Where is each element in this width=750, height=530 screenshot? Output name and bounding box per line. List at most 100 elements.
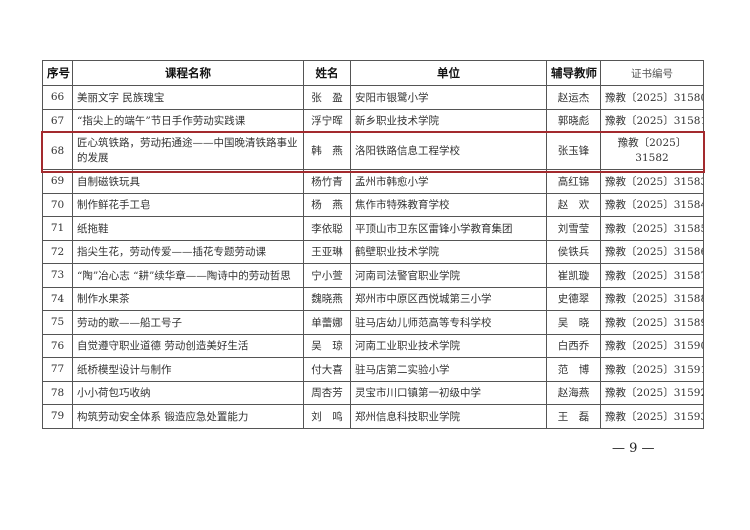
cell-no: 72 bbox=[42, 239, 73, 264]
cell-cert: 豫教〔2025〕31583 bbox=[600, 169, 704, 194]
cell-unit: 新乡职业技术学院 bbox=[350, 108, 547, 133]
header-course: 课程名称 bbox=[72, 60, 304, 86]
cell-course: 自制磁铁玩具 bbox=[72, 169, 304, 194]
table-row: 77 纸桥模型设计与制作 付大喜 驻马店第二实验小学范 博豫教〔2025〕31591 bbox=[42, 357, 704, 382]
cell-no: 79 bbox=[42, 404, 73, 429]
cell-course: 制作水果茶 bbox=[72, 286, 304, 311]
cell-name: 付大喜 bbox=[303, 357, 351, 382]
cell-tutor: 吴 晓 bbox=[546, 310, 601, 335]
cell-tutor: 范 博 bbox=[546, 357, 601, 382]
cell-course: 指尖生花，劳动传爱——插花专题劳动课 bbox=[72, 239, 304, 264]
cell-unit: 郑州信息科技职业学院 bbox=[350, 404, 547, 429]
cell-unit: 驻马店幼儿师范高等专科学校 bbox=[350, 310, 547, 335]
cell-cert: 豫教〔2025〕31588 bbox=[600, 286, 704, 311]
cell-no: 75 bbox=[42, 310, 73, 335]
table-row: 73 “陶”冶心志 “耕”续华章——陶诗中的劳动哲思 宁小萱 河南司法警官职业学院 崔凯… bbox=[42, 263, 704, 288]
cell-cert: 豫教〔2025〕31592 bbox=[600, 380, 704, 405]
page-number: — 9 — bbox=[612, 441, 655, 456]
cell-cert: 豫教〔2025〕31591 bbox=[600, 357, 704, 382]
cell-cert: 豫教〔2025〕31581 bbox=[600, 108, 704, 133]
cell-no: 70 bbox=[42, 192, 73, 217]
cell-unit: 灵宝市川口镇第一初级中学 bbox=[350, 380, 547, 405]
cell-no: 77 bbox=[42, 357, 73, 382]
header-name: 姓名 bbox=[303, 60, 351, 86]
cell-tutor: 赵海燕 bbox=[546, 380, 601, 405]
table-row: 66 美丽文字 民族瑰宝张 盈安阳市银鹭小学 赵运杰 豫教〔2025〕31580 bbox=[42, 85, 704, 110]
cell-cert: 豫教〔2025〕31590 bbox=[600, 333, 704, 358]
cell-unit: 鹤壁职业技术学院 bbox=[350, 239, 547, 264]
cell-cert: 豫教〔2025〕31593 bbox=[600, 404, 704, 429]
cell-unit: 河南工业职业技术学院 bbox=[350, 333, 547, 358]
cell-no: 68 bbox=[42, 132, 73, 170]
cell-course: 劳动的歌——船工号子 bbox=[72, 310, 304, 335]
cell-no: 69 bbox=[42, 169, 73, 194]
cell-tutor: 白西乔 bbox=[546, 333, 601, 358]
table-row: 78 小小荷包巧收纳 周杏芳 灵宝市川口镇第一初级中学 赵海燕 豫教〔2025〕31592 bbox=[42, 380, 704, 405]
cell-unit: 安阳市银鹭小学 bbox=[350, 85, 547, 110]
cell-no: 71 bbox=[42, 216, 73, 241]
table-row: 79 构筑劳动安全体系 锻造应急处置能力刘 鸣郑州信息科技职业学院王 磊豫教〔20… bbox=[42, 404, 704, 429]
cell-cert: 豫教〔2025〕31589 bbox=[600, 310, 704, 335]
cell-cert: 豫教〔2025〕31586 bbox=[600, 239, 704, 264]
header-unit: 单位 bbox=[350, 60, 547, 86]
cell-tutor: 王 磊 bbox=[546, 404, 601, 429]
cell-name: 宁小萱 bbox=[303, 263, 351, 288]
table-row: 68 匠心筑铁路，劳动拓通途——中国晚清铁路事业的发展韩 燕洛阳铁路信息工程学校张… bbox=[42, 132, 704, 170]
cell-course: 自觉遵守职业道德 劳动创造美好生活 bbox=[72, 333, 304, 358]
cell-name: 王亚琳 bbox=[303, 239, 351, 264]
table-row: 76 自觉遵守职业道德 劳动创造美好生活吴 琼河南工业职业技术学院 白西乔 豫教〔20… bbox=[42, 333, 704, 358]
table-row: 72 指尖生花，劳动传爱——插花专题劳动课 王亚琳 鹤壁职业技术学院 侯铁兵 豫教〔202… bbox=[42, 239, 704, 264]
cell-course: “陶”冶心志 “耕”续华章——陶诗中的劳动哲思 bbox=[72, 263, 304, 288]
cell-unit: 驻马店第二实验小学 bbox=[350, 357, 547, 382]
cell-no: 76 bbox=[42, 333, 73, 358]
cell-no: 73 bbox=[42, 263, 73, 288]
cell-tutor: 赵 欢 bbox=[546, 192, 601, 217]
cell-tutor: 郭晓彪 bbox=[546, 108, 601, 133]
cell-name: 李依聪 bbox=[303, 216, 351, 241]
cell-tutor: 高红锦 bbox=[546, 169, 601, 194]
cell-no: 66 bbox=[42, 85, 73, 110]
cell-unit: 郑州市中原区西悦城第三小学 bbox=[350, 286, 547, 311]
cell-tutor: 张玉锋 bbox=[546, 132, 601, 170]
table-row: 70 制作鲜花手工皂杨 燕焦作市特殊教育学校赵 欢豫教〔2025〕31584 bbox=[42, 192, 704, 217]
cell-cert: 豫教〔2025〕31580 bbox=[600, 85, 704, 110]
table-row: 67 “指尖上的端午”节日手作劳动实践课 浮宁晖 新乡职业技术学院 郭晓彪 豫教〔2025… bbox=[42, 108, 704, 133]
cell-name: 魏晓燕 bbox=[303, 286, 351, 311]
table-row: 71 纸拖鞋 李依聪 平顶山市卫东区雷锋小学教育集团 刘雪莹 豫教〔2025〕31585 bbox=[42, 216, 704, 241]
cell-no: 74 bbox=[42, 286, 73, 311]
table-row: 75 劳动的歌——船工号子 单蕾娜 驻马店幼儿师范高等专科学校吴 晓豫教〔2025〕3… bbox=[42, 310, 704, 335]
header-tutor: 辅导教师 bbox=[546, 60, 601, 86]
cell-name: 浮宁晖 bbox=[303, 108, 351, 133]
cell-no: 67 bbox=[42, 108, 73, 133]
cell-cert: 豫教〔2025〕31582 bbox=[600, 132, 704, 170]
cell-course: 美丽文字 民族瑰宝 bbox=[72, 85, 304, 110]
cell-course: 小小荷包巧收纳 bbox=[72, 380, 304, 405]
cell-name: 杨竹青 bbox=[303, 169, 351, 194]
award-table: 序号 课程名称 姓名 单位 辅导教师 证书编号 66 美丽文字 民族瑰宝张 盈安阳… bbox=[42, 60, 704, 429]
cell-course: 纸桥模型设计与制作 bbox=[72, 357, 304, 382]
cell-course: 匠心筑铁路，劳动拓通途——中国晚清铁路事业的发展 bbox=[72, 132, 304, 170]
cell-course: 制作鲜花手工皂 bbox=[72, 192, 304, 217]
cell-name: 单蕾娜 bbox=[303, 310, 351, 335]
cell-unit: 河南司法警官职业学院 bbox=[350, 263, 547, 288]
cell-unit: 平顶山市卫东区雷锋小学教育集团 bbox=[350, 216, 547, 241]
header-no: 序号 bbox=[42, 60, 73, 86]
cell-tutor: 崔凯璇 bbox=[546, 263, 601, 288]
cell-cert: 豫教〔2025〕31585 bbox=[600, 216, 704, 241]
cell-name: 吴 琼 bbox=[303, 333, 351, 358]
cell-tutor: 刘雪莹 bbox=[546, 216, 601, 241]
table-row: 74 制作水果茶 魏晓燕 郑州市中原区西悦城第三小学 史德翠 豫教〔2025〕31588 bbox=[42, 286, 704, 311]
cell-course: 纸拖鞋 bbox=[72, 216, 304, 241]
cell-course: 构筑劳动安全体系 锻造应急处置能力 bbox=[72, 404, 304, 429]
cell-name: 杨 燕 bbox=[303, 192, 351, 217]
cell-tutor: 史德翠 bbox=[546, 286, 601, 311]
cell-unit: 孟州市韩愈小学 bbox=[350, 169, 547, 194]
cell-name: 刘 鸣 bbox=[303, 404, 351, 429]
cell-unit: 焦作市特殊教育学校 bbox=[350, 192, 547, 217]
header-cert: 证书编号 bbox=[600, 60, 704, 86]
cell-name: 韩 燕 bbox=[303, 132, 351, 170]
cell-name: 周杏芳 bbox=[303, 380, 351, 405]
cell-name: 张 盈 bbox=[303, 85, 351, 110]
cell-unit: 洛阳铁路信息工程学校 bbox=[350, 132, 547, 170]
table-row: 69 自制磁铁玩具 杨竹青 孟州市韩愈小学 高红锦 豫教〔2025〕31583 bbox=[42, 169, 704, 194]
